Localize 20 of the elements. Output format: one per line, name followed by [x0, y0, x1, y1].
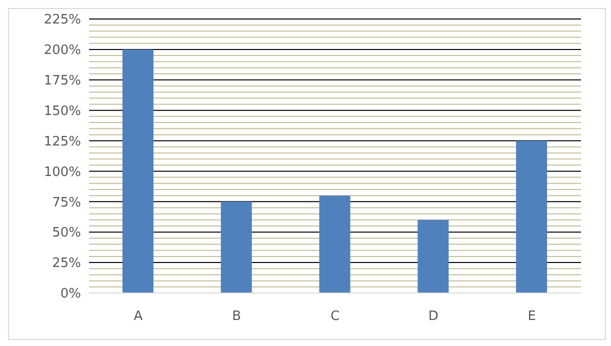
y-tick-label: 150% — [44, 104, 81, 119]
bar — [516, 140, 548, 293]
x-tick-label: A — [134, 309, 143, 324]
y-tick-label: 125% — [44, 134, 81, 150]
x-tick-label: C — [330, 309, 340, 324]
x-tick-label: D — [428, 309, 438, 324]
y-tick-label: 50% — [52, 226, 81, 241]
bar — [418, 220, 449, 293]
y-tick-label: 225% — [44, 12, 81, 28]
y-tick-label: 75% — [52, 195, 81, 210]
x-tick-label: E — [528, 309, 536, 324]
y-tick-label: 175% — [44, 74, 81, 89]
y-tick-label: 200% — [44, 43, 81, 58]
bar — [220, 202, 252, 293]
y-tick-label: 0% — [60, 286, 81, 302]
x-tick-label: B — [232, 309, 242, 324]
bar — [319, 196, 350, 293]
y-tick-label: 25% — [52, 256, 81, 272]
bar — [122, 49, 154, 293]
y-tick-label: 100% — [44, 164, 81, 180]
